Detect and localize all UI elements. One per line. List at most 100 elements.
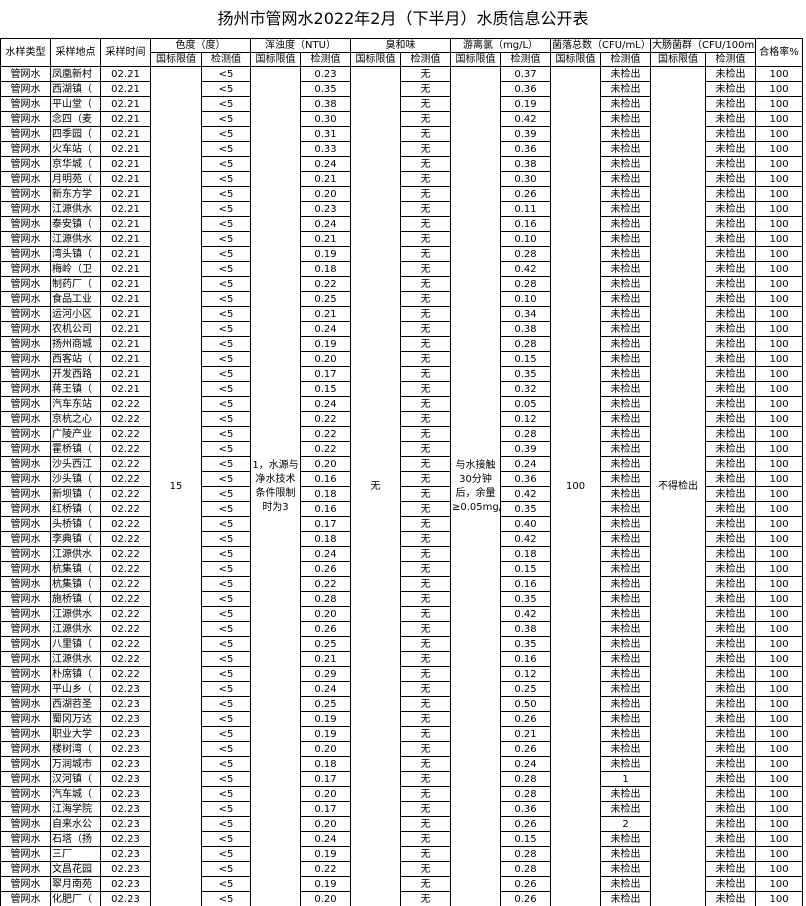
sample-location: 江源供水 <box>50 201 101 217</box>
measured-value: 无 <box>400 66 452 82</box>
measured-value: 0.42 <box>500 486 552 502</box>
measured-value: 未检出 <box>600 336 652 352</box>
measured-value: 未检出 <box>600 141 652 157</box>
measured-value: 0.28 <box>500 276 552 292</box>
measured-value: 未检出 <box>705 216 757 232</box>
measured-value: 无 <box>400 621 452 637</box>
measured-value: 未检出 <box>600 156 652 172</box>
measured-value: <5 <box>201 156 251 172</box>
measured-value: 0.24 <box>299 321 352 337</box>
measured-value: 未检出 <box>705 231 757 247</box>
measured-value: 未检出 <box>705 501 757 517</box>
pass-rate: 100 <box>755 216 804 232</box>
measured-value: 未检出 <box>705 156 757 172</box>
measured-value: 无 <box>400 666 452 682</box>
measured-value: 无 <box>400 876 452 892</box>
pass-rate: 100 <box>755 561 804 577</box>
sample-date: 02.21 <box>100 141 151 157</box>
pass-rate: 100 <box>755 891 804 906</box>
sample-type: 管网水 <box>0 231 51 247</box>
measured-value: 未检出 <box>705 201 757 217</box>
pass-rate: 100 <box>755 306 804 322</box>
pass-rate: 100 <box>755 756 804 772</box>
measured-value: 0.26 <box>500 816 552 832</box>
measured-value: 未检出 <box>705 621 757 637</box>
pass-rate: 100 <box>755 141 804 157</box>
measured-value: 无 <box>400 471 452 487</box>
measured-value: 无 <box>400 546 452 562</box>
table-row: 管网水 石塔（扬 02.23 <5 0.24 无 0.15 未检出 未检出 100 <box>0 831 804 847</box>
measured-value: 未检出 <box>600 531 652 547</box>
sample-type: 管网水 <box>0 186 51 202</box>
measured-value: 未检出 <box>705 276 757 292</box>
table-row: 管网水 凤凰新村 02.21 15 <5 1，水源与净水技术条件限制时为3 0.23 无无与水… <box>0 66 804 906</box>
measured-value: <5 <box>201 486 251 502</box>
pass-rate: 100 <box>755 231 804 247</box>
measured-value: 未检出 <box>600 741 652 757</box>
sample-location: 湾头镇（ <box>50 246 101 262</box>
measured-value: 未检出 <box>600 726 652 742</box>
pass-rate: 100 <box>755 171 804 187</box>
table-row: 管网水 江源供水 02.22 <5 0.20 无 0.42 未检出 未检出 100 <box>0 606 804 622</box>
sample-date: 02.21 <box>100 336 151 352</box>
sample-type: 管网水 <box>0 336 51 352</box>
pass-rate: 100 <box>755 96 804 112</box>
measured-value: 0.36 <box>500 471 552 487</box>
measured-value: 未检出 <box>705 846 757 862</box>
pass-rate: 100 <box>755 186 804 202</box>
measured-value: 未检出 <box>600 381 652 397</box>
table-row: 管网水 念四（麦 02.21 <5 0.30 无 0.42 未检出 未检出 100 <box>0 111 804 127</box>
sample-location: 梅岭（卫 <box>50 261 101 277</box>
measured-value: 无 <box>400 366 452 382</box>
measured-value: 无 <box>400 261 452 277</box>
sample-location: 楼树湾（ <box>50 741 101 757</box>
measured-value: 未检出 <box>705 576 757 592</box>
sample-date: 02.22 <box>100 636 151 652</box>
measured-value: 未检出 <box>705 786 757 802</box>
sample-type: 管网水 <box>0 456 51 472</box>
sample-date: 02.21 <box>100 81 151 97</box>
measured-value: 无 <box>400 681 452 697</box>
sample-date: 02.22 <box>100 441 151 457</box>
sample-date: 02.23 <box>100 801 151 817</box>
measured-value: 0.17 <box>299 801 352 817</box>
measured-value: 0.19 <box>299 246 352 262</box>
measured-value: 0.33 <box>299 141 352 157</box>
measured-value: 0.37 <box>500 66 552 82</box>
sample-date: 02.23 <box>100 756 151 772</box>
measured-value: 无 <box>400 126 452 142</box>
measured-value: 0.22 <box>299 426 352 442</box>
measured-value: 未检出 <box>600 216 652 232</box>
measured-value: 无 <box>400 396 452 412</box>
measured-value: 未检出 <box>600 681 652 697</box>
sample-location: 火车站（ <box>50 141 101 157</box>
measured-value: 0.20 <box>299 456 352 472</box>
measured-value: 无 <box>400 831 452 847</box>
measured-value: 无 <box>400 486 452 502</box>
measured-value: 无 <box>400 411 452 427</box>
pass-rate: 100 <box>755 786 804 802</box>
measured-value: 无 <box>400 636 452 652</box>
pass-rate: 100 <box>755 126 804 142</box>
measured-value: 未检出 <box>705 411 757 427</box>
sample-type: 管网水 <box>0 126 51 142</box>
measured-value: <5 <box>201 816 251 832</box>
sample-location: 京华城（ <box>50 156 101 172</box>
pass-rate: 100 <box>755 291 804 307</box>
table-row: 管网水 月明苑（ 02.21 <5 0.21 无 0.30 未检出 未检出 100 <box>0 171 804 187</box>
measured-value: 0.16 <box>500 651 552 667</box>
pass-rate: 100 <box>755 726 804 742</box>
sample-type: 管网水 <box>0 306 51 322</box>
measured-value: 未检出 <box>600 516 652 532</box>
sample-location: 汽车城（ <box>50 786 101 802</box>
sample-location: 食品工业 <box>50 291 101 307</box>
measured-value: 无 <box>400 531 452 547</box>
sample-type: 管网水 <box>0 681 51 697</box>
measured-value: 未检出 <box>600 801 652 817</box>
measured-value: 0.21 <box>299 231 352 247</box>
measured-value: 无 <box>400 591 452 607</box>
measured-value: 0.26 <box>299 621 352 637</box>
measured-value: 未检出 <box>600 756 652 772</box>
measured-value: 未检出 <box>705 756 757 772</box>
measured-value: 未检出 <box>600 861 652 877</box>
